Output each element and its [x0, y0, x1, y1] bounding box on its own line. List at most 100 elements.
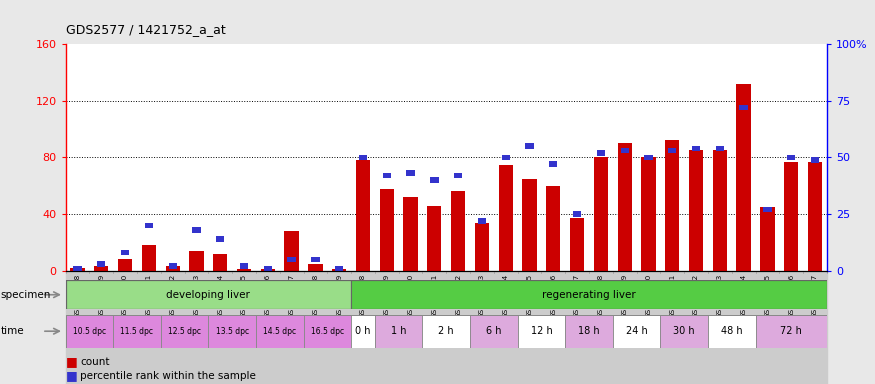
Bar	[546, 186, 561, 271]
Bar	[470, 315, 518, 348]
Bar	[787, 155, 795, 160]
Bar	[713, 151, 727, 271]
Text: 24 h: 24 h	[626, 326, 648, 336]
Bar	[644, 155, 653, 160]
Text: ■: ■	[66, 369, 77, 382]
Bar	[189, 251, 204, 271]
Bar	[161, 315, 208, 348]
Bar	[263, 266, 272, 271]
Bar	[351, 280, 827, 309]
Text: 10.5 dpc: 10.5 dpc	[73, 327, 106, 336]
Bar	[308, 264, 323, 271]
Text: 2 h: 2 h	[438, 326, 454, 336]
Bar	[351, 315, 374, 348]
Bar	[784, 162, 798, 271]
Bar	[689, 151, 704, 271]
Bar	[522, 179, 536, 271]
Bar	[208, 315, 256, 348]
Bar	[74, 266, 81, 271]
Bar	[118, 260, 132, 271]
Bar	[475, 223, 489, 271]
Bar	[525, 143, 534, 149]
Bar	[169, 263, 177, 269]
Bar	[763, 207, 772, 212]
Bar	[427, 205, 442, 271]
Bar	[214, 254, 228, 271]
Bar	[739, 105, 748, 111]
Bar	[594, 157, 608, 271]
Bar	[499, 164, 513, 271]
Bar	[451, 191, 466, 271]
Text: count: count	[80, 357, 110, 367]
Bar	[356, 160, 370, 271]
Bar	[382, 173, 391, 179]
Bar	[380, 189, 394, 271]
Text: 0 h: 0 h	[355, 326, 371, 336]
Bar	[216, 236, 224, 242]
Bar	[665, 141, 679, 271]
Bar	[597, 150, 605, 156]
Text: regenerating liver: regenerating liver	[542, 290, 636, 300]
Bar	[237, 269, 251, 271]
Bar	[573, 211, 581, 217]
Text: 18 h: 18 h	[578, 326, 599, 336]
Bar	[612, 315, 661, 348]
Text: 1 h: 1 h	[391, 326, 406, 336]
Bar	[620, 148, 629, 154]
Bar	[811, 157, 819, 162]
Text: 12 h: 12 h	[530, 326, 552, 336]
Text: 16.5 dpc: 16.5 dpc	[311, 327, 344, 336]
Text: specimen: specimen	[1, 290, 52, 300]
Text: developing liver: developing liver	[166, 290, 250, 300]
Bar	[66, 271, 827, 384]
Bar	[97, 261, 106, 267]
Text: 14.5 dpc: 14.5 dpc	[263, 327, 297, 336]
Bar	[192, 227, 200, 233]
Bar	[716, 146, 724, 151]
Bar	[142, 245, 156, 271]
Text: 72 h: 72 h	[780, 326, 802, 336]
Bar	[808, 162, 822, 271]
Bar	[406, 170, 415, 176]
Bar	[708, 315, 755, 348]
Bar	[304, 315, 351, 348]
Text: GDS2577 / 1421752_a_at: GDS2577 / 1421752_a_at	[66, 23, 226, 36]
Bar	[113, 315, 161, 348]
Bar	[165, 266, 180, 271]
Bar	[692, 146, 700, 151]
Bar	[501, 155, 510, 160]
Bar	[284, 231, 298, 271]
Bar	[755, 315, 827, 348]
Bar	[94, 266, 108, 271]
Bar	[403, 197, 417, 271]
Bar	[478, 218, 487, 224]
Text: 11.5 dpc: 11.5 dpc	[121, 327, 153, 336]
Bar	[335, 266, 343, 271]
Text: 48 h: 48 h	[721, 326, 743, 336]
Bar	[359, 155, 368, 160]
Bar	[618, 143, 632, 271]
Bar	[261, 269, 275, 271]
Bar	[641, 157, 655, 271]
Bar	[565, 315, 612, 348]
Bar	[312, 257, 319, 262]
Text: ■: ■	[66, 355, 77, 368]
Bar	[570, 218, 584, 271]
Bar	[737, 84, 751, 271]
Bar	[760, 207, 774, 271]
Text: 12.5 dpc: 12.5 dpc	[168, 327, 201, 336]
Bar	[423, 315, 470, 348]
Bar	[661, 315, 708, 348]
Text: 13.5 dpc: 13.5 dpc	[215, 327, 248, 336]
Text: 6 h: 6 h	[487, 326, 501, 336]
Bar	[518, 315, 565, 348]
Text: time: time	[1, 326, 24, 336]
Bar	[256, 315, 304, 348]
Bar	[454, 173, 462, 179]
Bar	[70, 268, 85, 271]
Bar	[668, 148, 676, 154]
Text: percentile rank within the sample: percentile rank within the sample	[80, 371, 256, 381]
Bar	[288, 257, 296, 262]
Bar	[332, 269, 346, 271]
Bar	[240, 263, 248, 269]
